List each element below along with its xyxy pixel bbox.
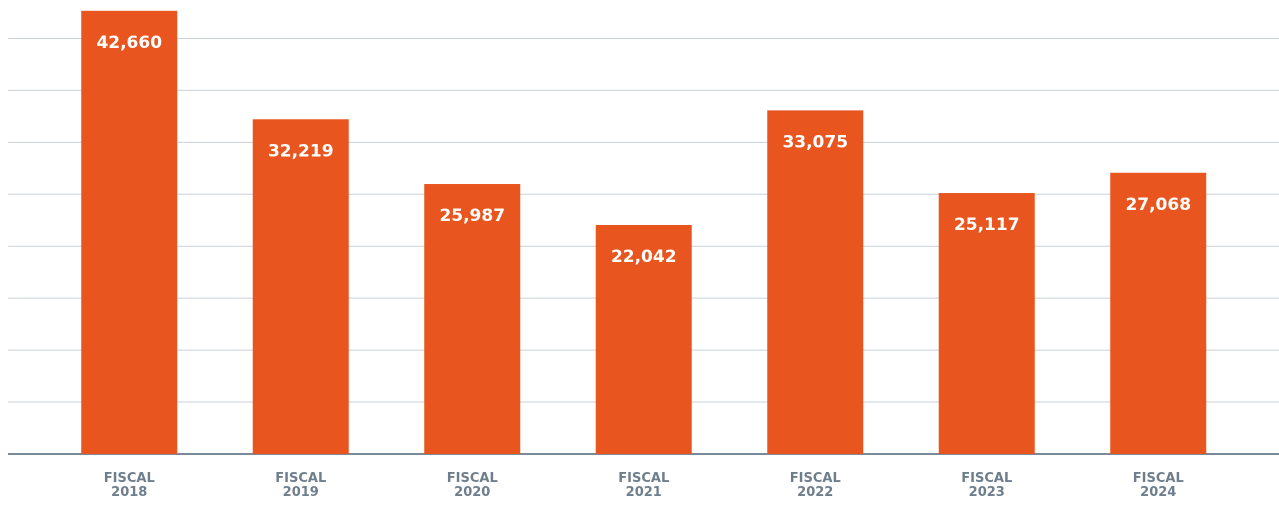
value-label: 33,075 [782,132,848,152]
bar [424,184,521,455]
bar [767,110,864,454]
value-label: 25,987 [439,206,505,226]
x-tick-label: FISCAL 2023 [961,471,1013,500]
bar [252,119,349,454]
value-label: 25,117 [954,215,1020,235]
value-label: 42,660 [96,33,162,53]
x-tick-label: FISCAL 2024 [1132,471,1184,500]
bar [595,225,692,454]
bar [938,193,1035,454]
value-label: 22,042 [611,247,677,267]
bar [1110,172,1207,455]
x-tick-label: FISCAL 2022 [789,471,841,500]
value-label: 27,068 [1125,195,1191,215]
value-label: 32,219 [268,141,334,161]
x-tick-label: FISCAL 2020 [446,471,498,500]
bar [81,10,178,455]
x-tick-label: FISCAL 2018 [103,471,155,500]
x-tick-label: FISCAL 2019 [275,471,327,500]
x-tick-label: FISCAL 2021 [618,471,670,500]
